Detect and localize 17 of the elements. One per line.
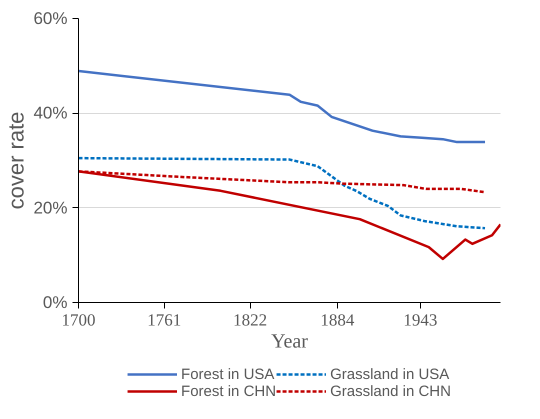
legend-label: Forest in CHN (181, 382, 276, 400)
y-tick-label: 20% (33, 198, 68, 218)
legend-label: Grassland in USA (330, 366, 450, 382)
legend-label: Forest in USA (181, 366, 274, 382)
x-tick-label: 1943 (403, 310, 438, 330)
y-tick-label: 0% (42, 293, 68, 312)
x-tick-label: 1761 (147, 310, 182, 330)
legend-label: Grassland in CHN (330, 382, 451, 400)
line-series (78, 70, 486, 144)
y-tick-label: 60% (33, 9, 68, 28)
x-tick-label: 1884 (320, 310, 355, 330)
x-tick-label: 1700 (62, 310, 96, 330)
line-series (78, 156, 486, 230)
y-tick-label: 40% (33, 104, 68, 123)
y-axis-title: cover rate (3, 112, 28, 210)
x-tick-label: 1822 (233, 310, 268, 330)
x-axis-title: Year (271, 330, 308, 352)
